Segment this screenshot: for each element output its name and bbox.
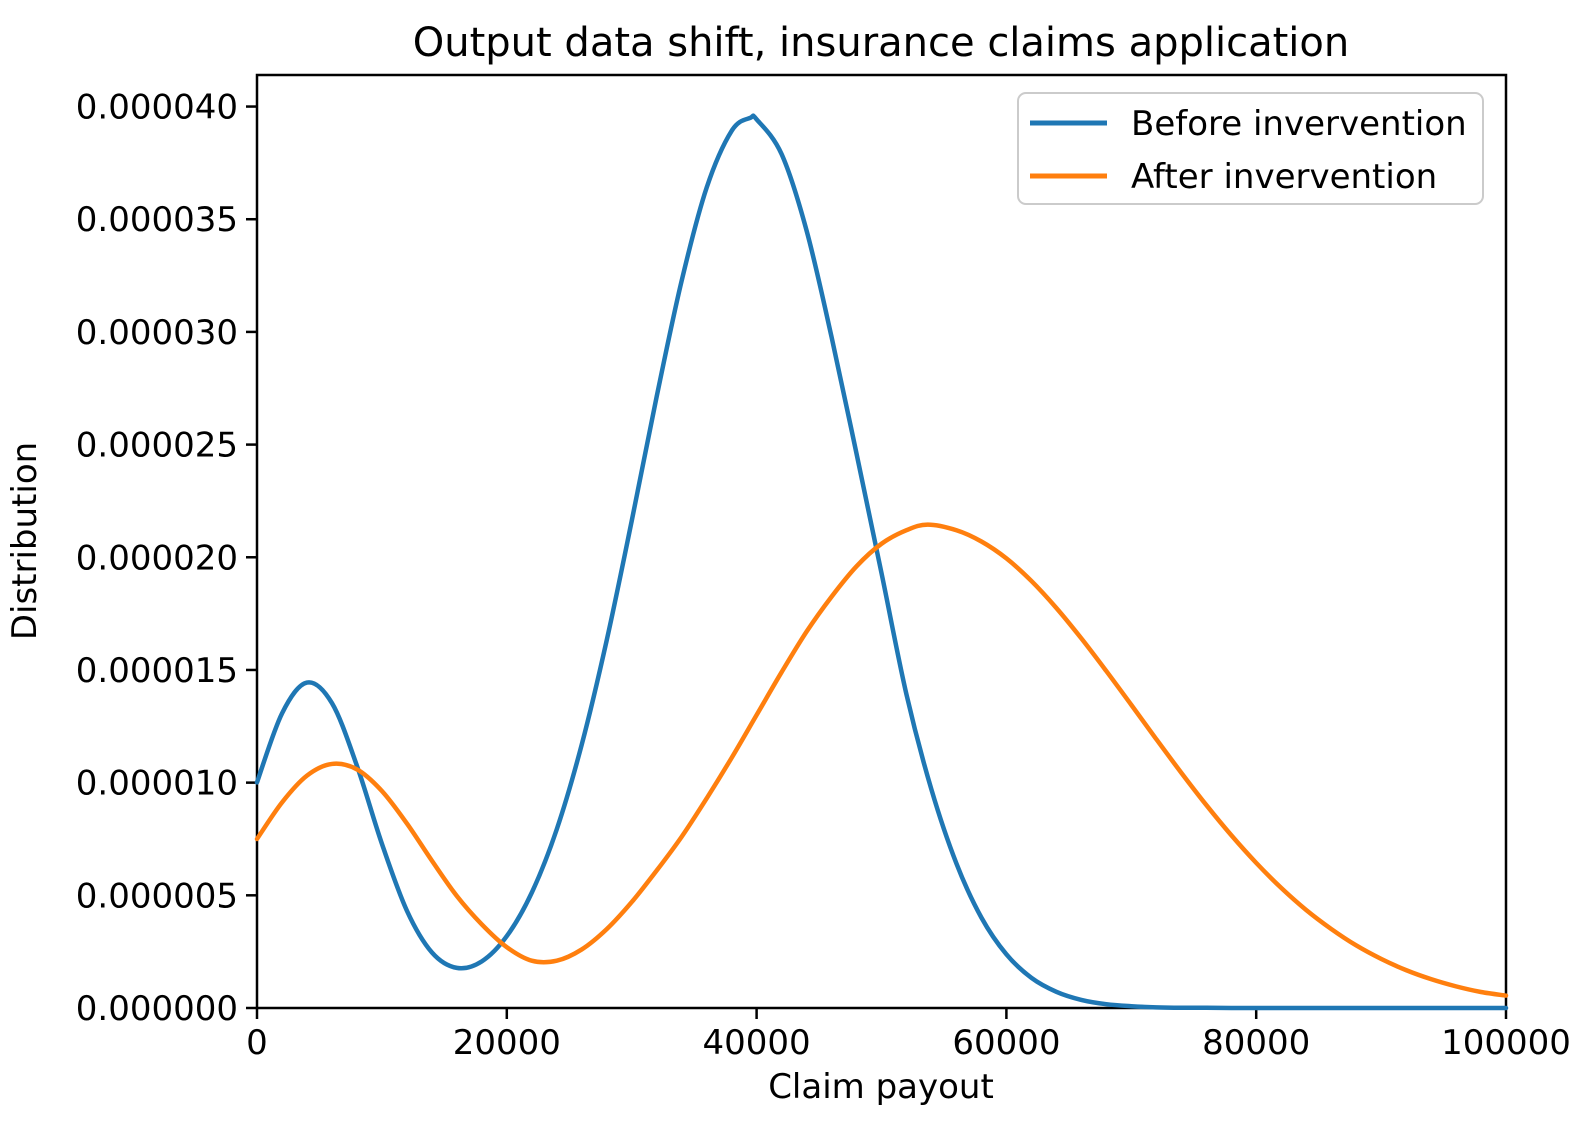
- y-tick-label: 0.000010: [76, 764, 238, 804]
- y-tick-label: 0.000020: [76, 538, 238, 578]
- plot-area-frame: [255, 73, 1508, 1010]
- x-axis-label: Claim payout: [768, 1067, 994, 1107]
- x-tick-label: 0: [246, 1023, 268, 1063]
- legend-box: [1017, 92, 1484, 205]
- legend-label-before: Before invervention: [1131, 104, 1467, 144]
- x-tick-label: 40000: [703, 1023, 811, 1063]
- x-tick-label: 80000: [1202, 1023, 1310, 1063]
- y-tick-label: 0.000040: [76, 88, 238, 128]
- data-curves: [254, 113, 1509, 1011]
- y-tick-label: 0.000005: [76, 876, 238, 916]
- y-tick-label: 0.000030: [76, 313, 238, 353]
- x-tick-label: 20000: [453, 1023, 561, 1063]
- y-axis-label: Distribution: [5, 442, 45, 640]
- legend-label-after: After invervention: [1131, 157, 1437, 197]
- y-axis-ticks: 0.000000 0.000005 0.000010 0.000015 0.000020…: [76, 88, 257, 1029]
- legend: Before invervention After invervention: [1017, 92, 1484, 205]
- x-tick-label: 60000: [952, 1023, 1060, 1063]
- y-tick-label: 0.000015: [76, 651, 238, 691]
- curve-before-invervention: [254, 113, 1509, 1011]
- curve-after-invervention: [254, 522, 1509, 998]
- x-tick-label: 100000: [1441, 1023, 1571, 1063]
- y-tick-label: 0.000000: [76, 989, 238, 1029]
- y-tick-label: 0.000035: [76, 200, 238, 240]
- y-tick-label: 0.000025: [76, 426, 238, 466]
- chart-title: Output data shift, insurance claims appl…: [413, 20, 1349, 66]
- x-axis-ticks: 0 20000 40000 60000 80000 100000: [246, 1008, 1571, 1063]
